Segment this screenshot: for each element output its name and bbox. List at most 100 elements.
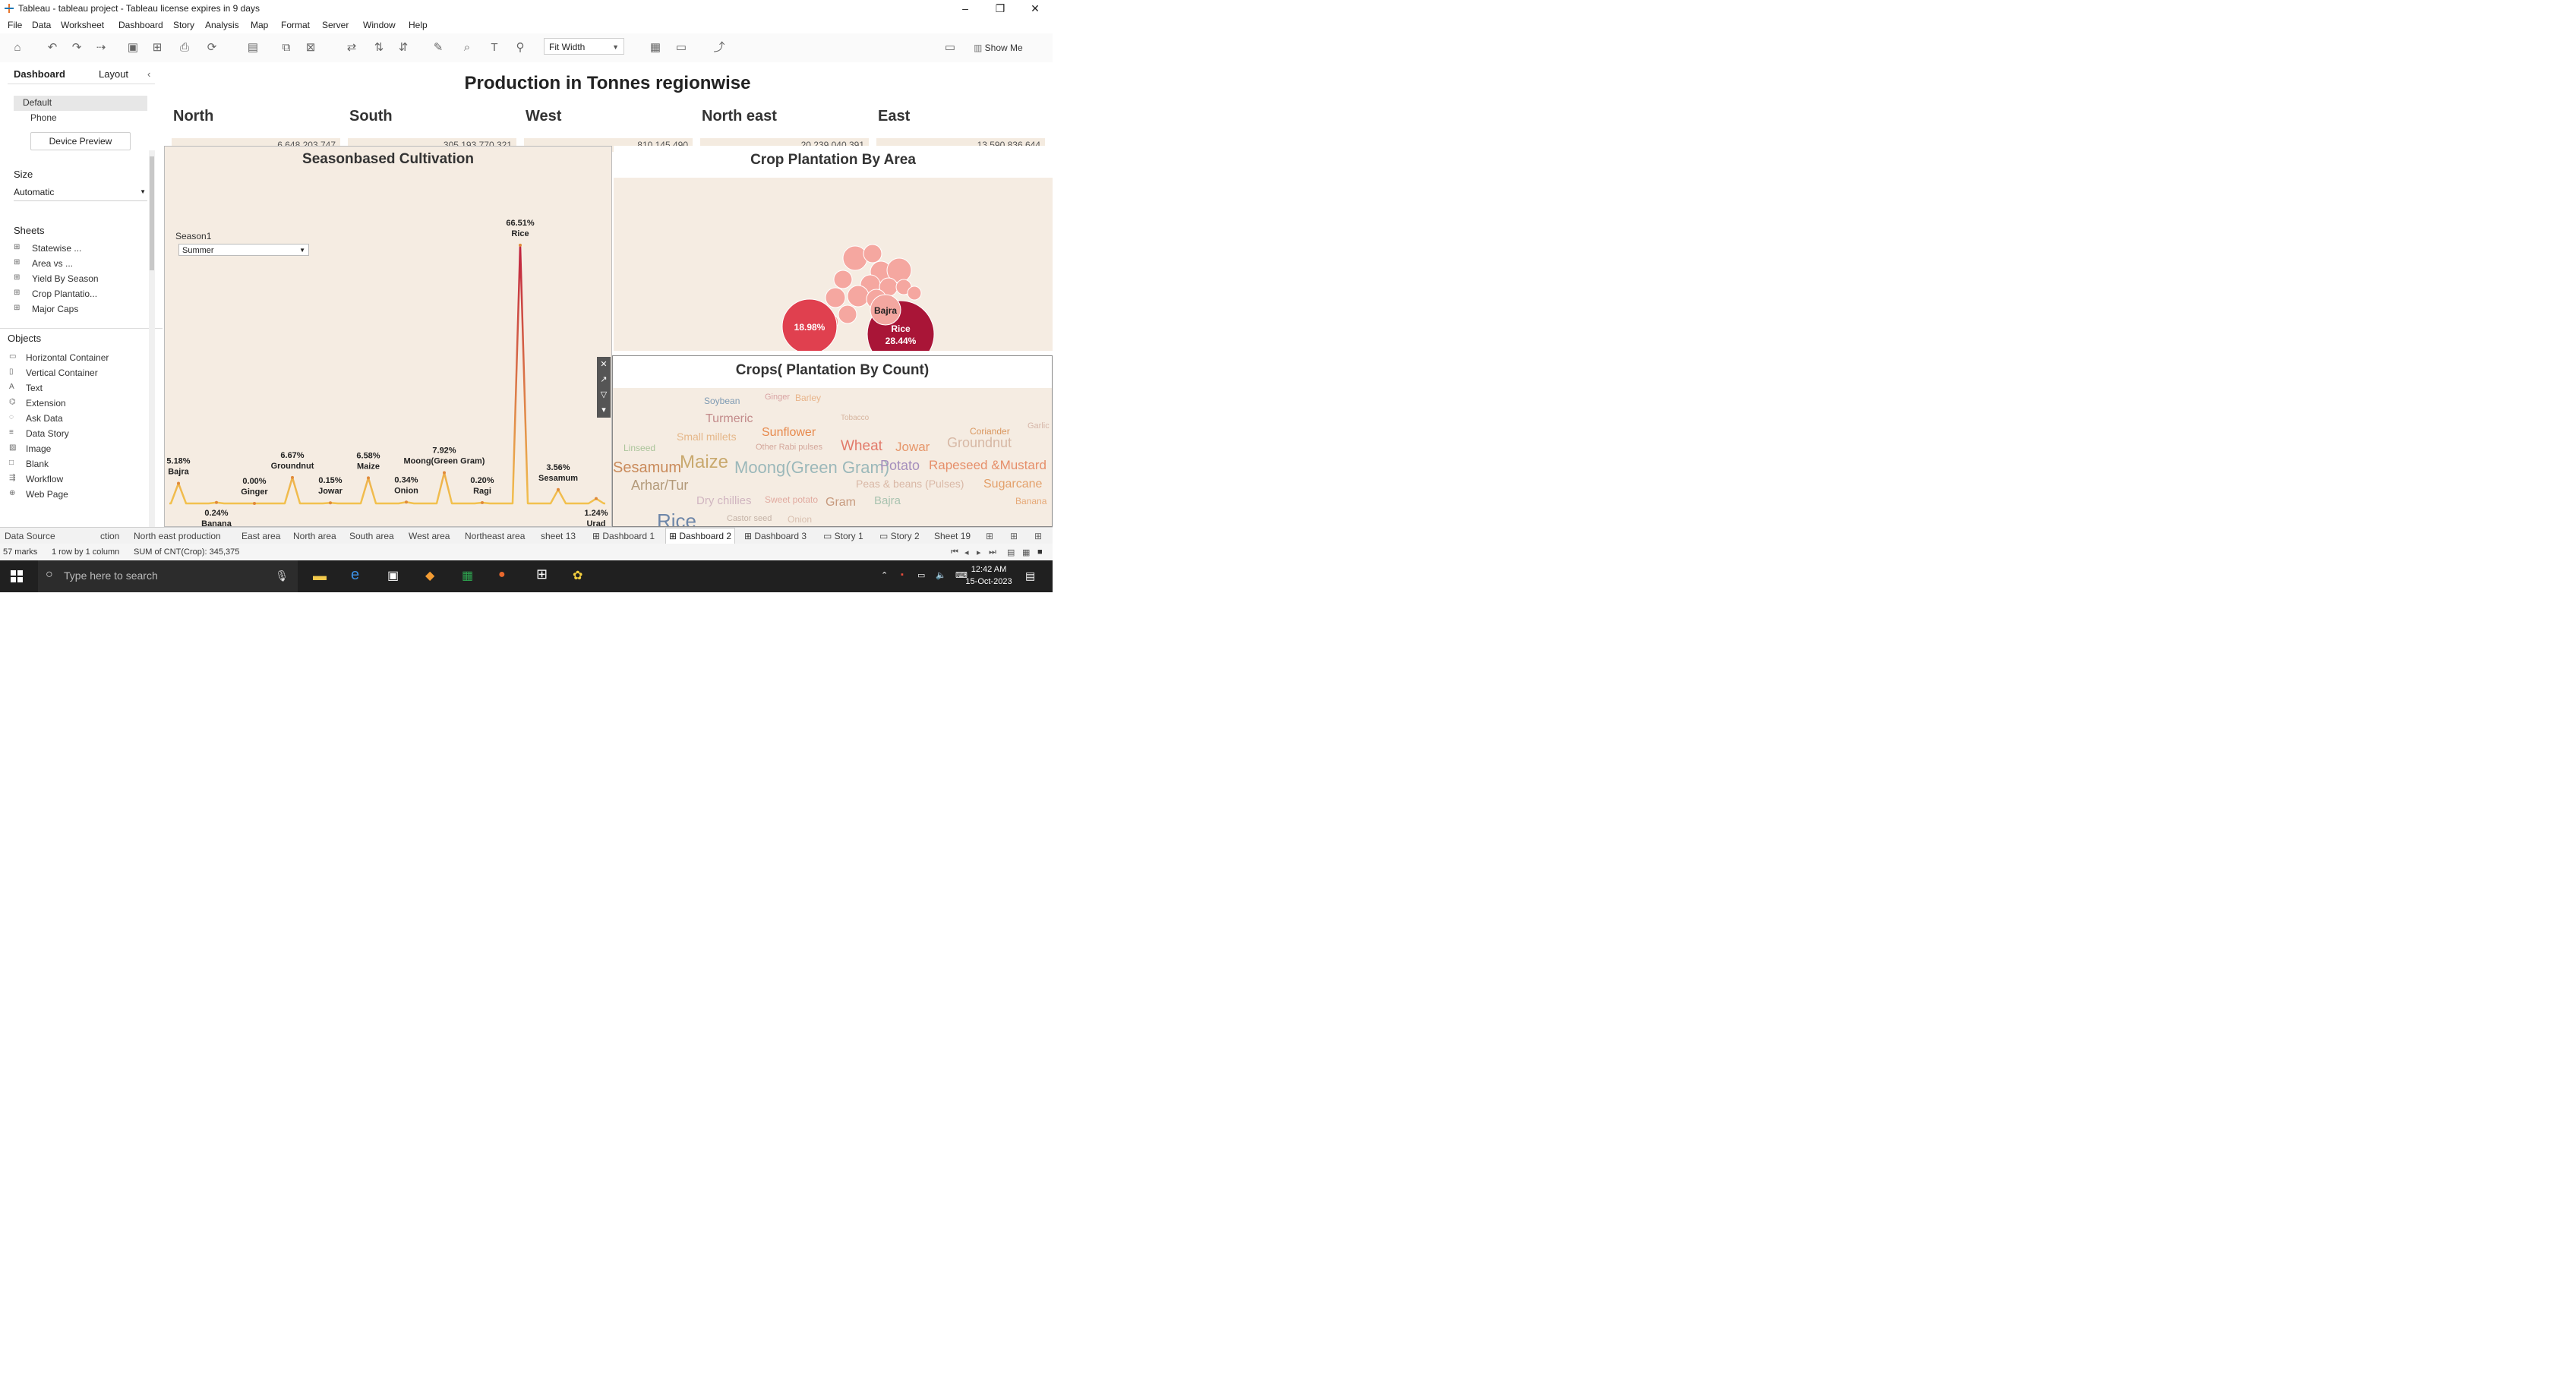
refresh-icon[interactable]: ⇢ [96,41,106,54]
clock-time[interactable]: 12:42 AM [971,565,1007,574]
sheet-item[interactable]: Yield By Season [32,273,99,284]
new-datasource-icon[interactable]: ⊞ [152,41,163,54]
new-story-icon[interactable]: ⊞ [1034,531,1043,541]
bubble[interactable] [781,298,838,351]
new-dashboard-icon[interactable]: ⊞ [1010,531,1018,541]
word-cloud-item[interactable]: Coriander [970,426,1010,437]
scrollbar-thumb[interactable] [150,156,154,270]
word-cloud-item[interactable]: Sesamum [613,459,682,476]
nav-last-icon[interactable]: ⏭ [989,547,996,557]
bubble[interactable] [842,245,868,271]
word-cloud-item[interactable]: Rice [657,510,697,526]
word-cloud-item[interactable]: Banana [1015,496,1047,506]
nav-next-icon[interactable]: ▸ [977,548,981,557]
word-cloud-item[interactable]: Bajra [874,494,901,507]
swap-icon[interactable]: ⇄ [346,41,357,54]
menu-window[interactable]: Window [363,20,396,30]
show-cards-icon[interactable]: ▦ [649,41,661,54]
tab-dashboard[interactable]: ⊞ Dashboard 1 [592,531,655,541]
clear-sheet-icon[interactable]: ⊠ [305,41,316,54]
word-cloud-item[interactable]: Wheat [841,438,882,454]
word-cloud-item[interactable]: Small millets [677,431,737,443]
menu-map[interactable]: Map [251,20,269,30]
tableau-taskbar-icon[interactable]: ⊞ [536,566,548,582]
menu-help[interactable]: Help [409,20,428,30]
tab-layout[interactable]: Layout [99,68,129,80]
run-update-icon[interactable]: ⟳ [207,41,217,54]
bubble[interactable] [833,270,853,289]
battery-icon[interactable]: ▭ [917,571,926,580]
app-tray-icon[interactable]: ✿ [573,569,583,582]
tab-sheet[interactable]: Sheet 19 [934,531,971,541]
excel-icon[interactable]: ▦ [462,569,474,582]
view-tiles-icon[interactable]: ▦ [1022,548,1031,557]
edge-icon[interactable]: e [351,566,360,583]
season-point[interactable] [519,243,522,247]
device-phone[interactable]: Phone [30,112,57,123]
more-options-icon[interactable]: ▾ [601,405,606,415]
windows-start-icon[interactable] [11,570,23,582]
word-cloud-item[interactable]: Soybean [704,396,740,406]
word-cloud-item[interactable]: Onion [788,514,813,525]
word-cloud-item[interactable]: Garlic [1028,421,1050,431]
season-point[interactable] [291,475,294,479]
tab-dashboard[interactable]: Dashboard [14,68,65,80]
bubble[interactable] [863,244,882,263]
menu-analysis[interactable]: Analysis [205,20,239,30]
word-cloud-item[interactable]: Gram [826,496,856,509]
bubble[interactable] [825,287,846,308]
tab-story[interactable]: ▭ Story 1 [823,531,863,541]
view-grid-icon[interactable]: ▤ [1007,548,1015,557]
device-default[interactable]: Default [23,97,52,108]
tab-sheet[interactable]: Northeast area [465,531,526,541]
tab-data-source[interactable]: Data Source [5,531,55,541]
object-item[interactable]: Text [26,383,43,393]
tab-sheet[interactable]: South area [349,531,394,541]
undo-icon[interactable]: ↶ [47,41,58,54]
firefox-icon[interactable]: ● [498,568,506,581]
group-icon[interactable]: ⌕ [463,41,471,54]
chevron-up-icon[interactable]: ⌃ [881,571,889,580]
season-point[interactable] [177,481,180,485]
bubble[interactable] [847,285,870,308]
word-cloud-item[interactable]: Linseed [623,443,656,453]
size-select[interactable]: Automatic ▼ [14,187,147,201]
nav-first-icon[interactable]: ⏮ [951,547,958,557]
season-point[interactable] [253,502,256,505]
menu-worksheet[interactable]: Worksheet [61,20,105,30]
language-icon[interactable]: ⌨ [955,571,968,580]
word-cloud-item[interactable]: Other Rabi pulses [756,443,823,452]
highlight-icon[interactable]: ✎ [433,41,444,54]
close-button[interactable]: ✕ [1031,2,1040,14]
device-preview-icon[interactable]: ▭ [944,41,956,54]
object-item[interactable]: Web Page [26,489,68,500]
sort-desc-icon[interactable]: ⇵ [398,41,409,54]
word-cloud-item[interactable]: Moong(Green Gram) [734,458,890,477]
microphone-icon[interactable]: 🎙 [275,569,289,582]
network-icon[interactable]: ▪ [901,570,904,579]
tab-sheet[interactable]: West area [409,531,450,541]
presentation-icon[interactable]: ▭ [675,41,687,54]
sheet-item[interactable]: Crop Plantatio... [32,289,98,299]
show-me-button[interactable]: ▥ Show Me [974,43,1023,53]
menu-file[interactable]: File [8,20,23,30]
objects-scrollbar[interactable] [149,150,155,580]
word-cloud-item[interactable]: Groundnut [947,435,1012,450]
object-item[interactable]: Extension [26,398,66,409]
season-point[interactable] [329,501,332,505]
pin-icon[interactable]: ⚲ [516,41,525,54]
word-cloud-item[interactable]: Jowar [895,440,930,454]
menu-format[interactable]: Format [281,20,311,30]
sort-asc-icon[interactable]: ⇅ [374,41,384,54]
new-worksheet-icon[interactable]: ⊞ [986,531,994,541]
save-icon[interactable]: ▣ [127,41,139,54]
tab-sheet[interactable]: North east production [134,531,221,541]
menu-story[interactable]: Story [173,20,195,30]
file-explorer-icon[interactable]: ▬ [313,568,327,583]
word-cloud-item[interactable]: Barley [795,393,822,403]
notifications-icon[interactable]: ▤ [1025,569,1036,582]
view-sheet-icon[interactable]: ■ [1037,547,1043,557]
bubble[interactable] [838,304,857,324]
word-cloud-item[interactable]: Tobacco [841,414,870,422]
word-cloud-item[interactable]: Arhar/Tur [631,478,689,493]
